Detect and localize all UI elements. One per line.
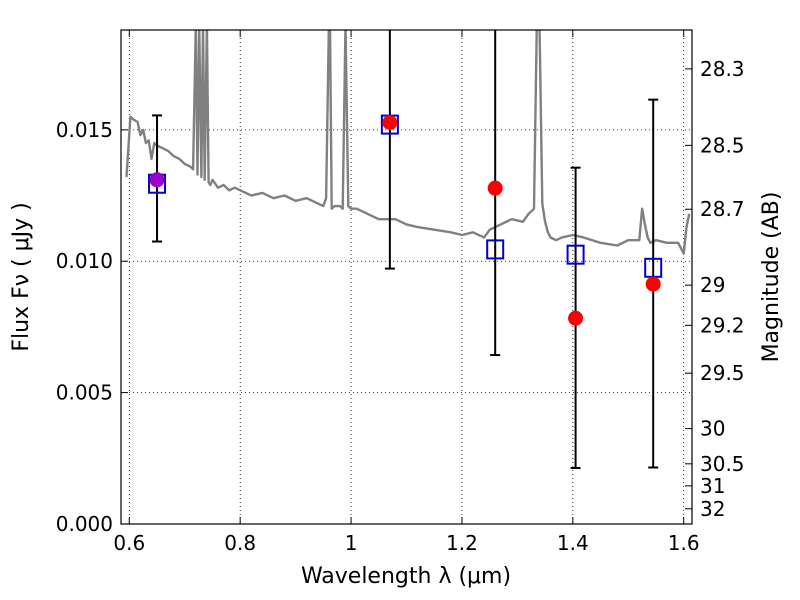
y2-tick-label: 29.2 [700, 313, 745, 337]
y-tick-label: 0.005 [56, 381, 113, 405]
y-tick-label: 0.010 [56, 249, 113, 273]
observed-flux-point [382, 114, 398, 130]
y-tick-label: 0.015 [56, 118, 113, 142]
y-axis-label: Flux Fν ( μJy ) [9, 202, 34, 351]
y2-tick-label: 30.5 [700, 452, 745, 476]
x-tick-label: 0.8 [224, 531, 256, 555]
x-tick-label: 1.4 [557, 531, 589, 555]
y2-tick-label: 28.5 [700, 133, 745, 157]
observed-flux-point [149, 172, 165, 188]
model-spectrum-line [125, 30, 691, 255]
observed-flux-point [487, 180, 503, 196]
x-tick-label: 1.6 [668, 531, 700, 555]
model-photometry-point [566, 244, 585, 265]
y2-tick-label: 28.3 [700, 57, 745, 81]
x-tick-label: 1.2 [446, 531, 478, 555]
y2-tick-label: 28.7 [700, 197, 745, 221]
y2-tick-label: 31 [700, 474, 725, 498]
plot-area [125, 30, 691, 470]
y2-tick-label: 30 [700, 417, 725, 441]
y2-axis-label: Magnitude (AB) [759, 192, 784, 363]
y2-tick-label: 29.5 [700, 361, 745, 385]
x-tick-label: 1 [345, 531, 358, 555]
x-axis: 0.6 0.8 1 1.2 1.4 1.6 [113, 30, 700, 555]
y-tick-label: 0.000 [56, 512, 113, 536]
y2-tick-label: 29 [700, 273, 725, 297]
observed-flux-point [568, 310, 584, 326]
x-tick-label: 0.6 [113, 531, 145, 555]
axes-frame [120, 29, 693, 525]
x-axis-label: Wavelength λ (μm) [301, 564, 511, 589]
model-photometry-point [486, 239, 505, 260]
y-axis: 0.000 0.005 0.010 0.015 [56, 118, 128, 536]
observed-flux-point [645, 276, 661, 292]
y2-tick-label: 32 [700, 497, 725, 521]
